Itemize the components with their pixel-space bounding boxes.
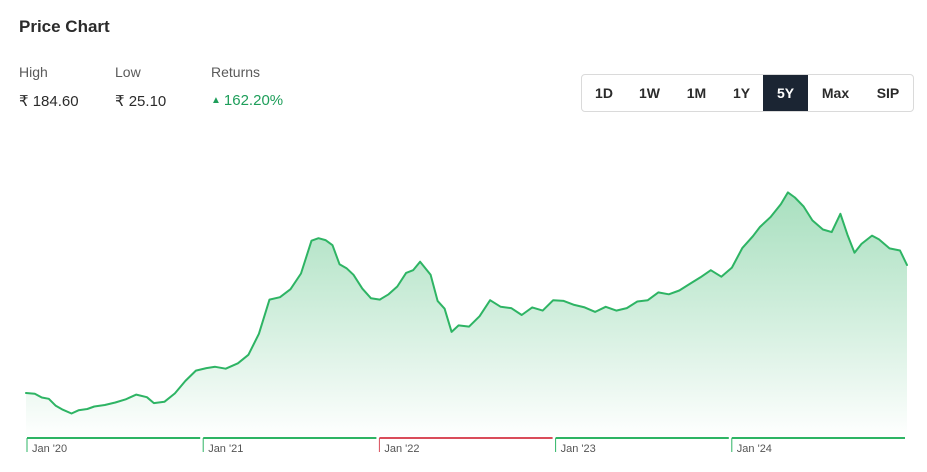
price-line[interactable] [25, 191, 908, 415]
stat-returns-label: Returns [211, 64, 261, 80]
tab-1y[interactable]: 1Y [732, 85, 751, 101]
x-tick-label: Jan '21 [208, 443, 243, 455]
tab-1m[interactable]: 1M [686, 85, 707, 101]
stat-low-label: Low [115, 64, 141, 80]
x-tick-label: Jan '23 [561, 443, 596, 455]
triangle-up-icon: ▲ [211, 95, 221, 106]
tab-sip[interactable]: SIP [876, 85, 900, 101]
tab-5y[interactable]: 5Y [763, 75, 808, 111]
stat-high-label: High [19, 64, 48, 80]
time-range-tabs: 1D 1W 1M 1Y 5Y Max SIP [581, 74, 914, 112]
tab-max[interactable]: Max [821, 85, 850, 101]
stat-returns-value: ▲ 162.20% [211, 92, 283, 109]
stat-high: High ₹ 184.60 [19, 64, 79, 110]
x-tick-label: Jan '20 [32, 443, 67, 455]
stat-low: Low ₹ 25.10 [115, 64, 166, 110]
tab-1d[interactable]: 1D [595, 85, 613, 101]
stat-high-value: ₹ 184.60 [19, 93, 79, 110]
x-axis: Jan '20 Jan '21 Jan '22 Jan '23 Jan '24 [26, 437, 905, 455]
page-title: Price Chart [19, 17, 110, 36]
tab-1w[interactable]: 1W [639, 85, 660, 101]
stat-low-value: ₹ 25.10 [115, 93, 167, 110]
stat-returns: Returns ▲ 162.20% [211, 64, 283, 109]
x-tick-label: Jan '24 [737, 443, 772, 455]
returns-percent: 162.20% [223, 92, 284, 109]
price-area-fill [26, 192, 907, 438]
x-tick-label: Jan '22 [384, 443, 419, 455]
